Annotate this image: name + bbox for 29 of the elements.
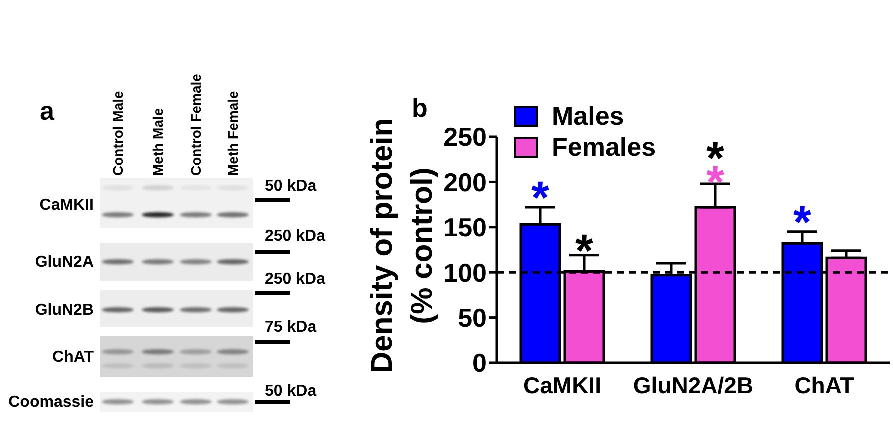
text: Control Male [110,91,126,176]
y-tick-label: 150 [444,212,487,243]
text: 50 kDa [265,382,317,400]
text: 250 kDa [265,228,326,244]
legend-label: Males [552,101,624,132]
annotation: * [576,224,594,277]
x-tick-label: CaMKII [524,372,602,398]
text: 50 kDa [265,178,317,194]
y-tick-label: 50 [458,303,487,334]
text: CaMKII [40,196,94,214]
annotation: * [532,172,550,224]
y-tick-label: 250 [444,122,487,152]
text: Coomassie [8,394,94,410]
text: GluN2B [35,302,94,318]
text: Meth Male [150,108,166,176]
x-tick-label: GluN2A/2B [633,372,754,398]
text: Control Female [188,74,204,176]
x-tick-label: ChAT [794,372,854,398]
text: ChAT [52,348,94,366]
y-tick-label: 200 [444,167,487,198]
legend-label: Females [552,132,656,163]
text: 75 kDa [265,318,317,336]
text: GluN2A [35,254,94,270]
annotation: * [794,196,812,248]
text: Meth Female [225,90,241,176]
y-tick-label: 100 [444,258,487,288]
text: a [40,96,55,126]
y-tick-label: 0 [472,348,487,378]
text: 250 kDa [265,270,326,288]
